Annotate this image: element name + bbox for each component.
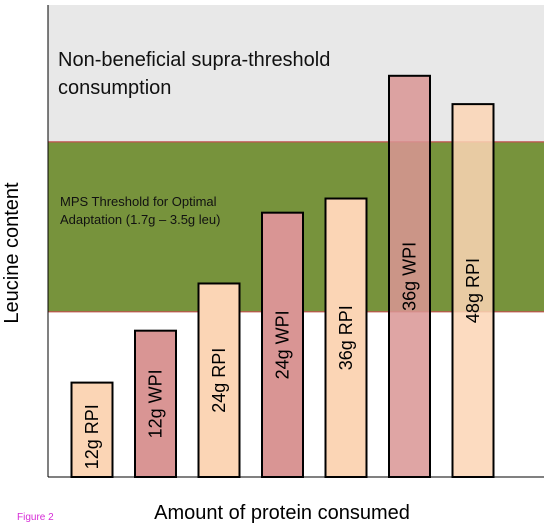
figure-label: Figure 2 (17, 512, 54, 523)
bar-label-4: 36g RPI (336, 305, 356, 370)
y-axis-title: Leucine content (1, 182, 23, 324)
axes (47, 5, 544, 478)
bar-5 (388, 74, 431, 479)
bar-2 (197, 282, 241, 479)
bar-label-2: 24g RPI (209, 348, 229, 413)
band-label-supra: Non-beneficial supra-threshold consumptio… (58, 49, 330, 99)
bar-label-6: 48g RPI (463, 258, 483, 323)
bar-3 (261, 211, 304, 478)
bar-label-1: 12g WPI (146, 369, 166, 438)
bars: 12g RPI 12g WPI 24g RPI 24g WPI 36g RPI 36g W… (70, 74, 495, 479)
bar-label-5: 36g WPI (400, 242, 420, 311)
bar-label-3: 24g WPI (273, 310, 293, 379)
band-label-mps: MPS Threshold for Optimal Adaptation (1.7… (60, 194, 220, 227)
bar-6 (451, 103, 495, 479)
x-axis-title: Amount of protein consumed (154, 502, 410, 524)
bar-label-0: 12g RPI (82, 404, 102, 469)
bar-4 (324, 197, 368, 479)
bar-0 (70, 381, 114, 479)
band-labels: Non-beneficial supra-threshold consumptio… (58, 49, 330, 227)
